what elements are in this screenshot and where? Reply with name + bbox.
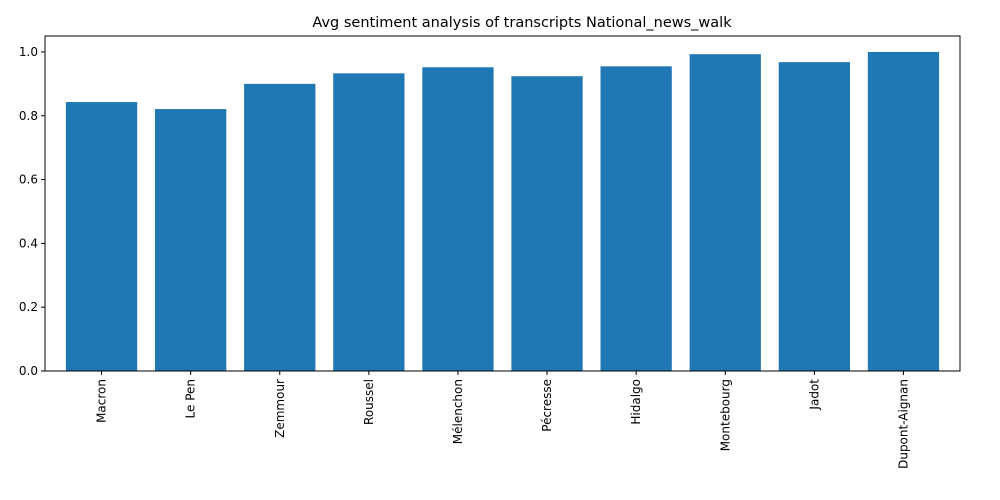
bar-jadot bbox=[778, 62, 850, 372]
bar-dupont-aignan bbox=[867, 51, 940, 371]
x-tick-label: Dupont-Aignan bbox=[896, 379, 910, 469]
x-tick-label: Roussel bbox=[362, 379, 376, 425]
y-axis: 0.0 0.2 0.4 0.6 0.8 1.0 bbox=[19, 45, 45, 378]
y-tick-label: 0.4 bbox=[19, 236, 38, 250]
x-axis: Macron Le Pen Zemmour Roussel Mélenchon Pécre… bbox=[95, 371, 910, 469]
bar-montebourg bbox=[689, 54, 761, 371]
y-tick-label: 0.2 bbox=[19, 300, 38, 314]
x-tick-label: Pécresse bbox=[540, 379, 554, 432]
bars-layer bbox=[65, 51, 940, 372]
plot-frame bbox=[44, 35, 961, 372]
chart-title: Avg sentiment analysis of transcripts Na… bbox=[312, 15, 732, 31]
bar-roussel bbox=[333, 73, 405, 371]
x-tick-label: Montebourg bbox=[718, 379, 732, 451]
x-tick-label: Jadot bbox=[807, 379, 821, 411]
bar-m-lenchon bbox=[422, 67, 494, 372]
bar-zemmour bbox=[244, 83, 316, 371]
bar-macron bbox=[65, 102, 138, 372]
bar-p-cresse bbox=[511, 76, 583, 371]
y-tick-label: 0.8 bbox=[19, 109, 38, 123]
bar-le-pen bbox=[155, 109, 227, 372]
y-tick-label: 0.6 bbox=[19, 173, 38, 187]
y-tick-label: 0.0 bbox=[19, 364, 38, 378]
x-tick-label: Zemmour bbox=[273, 379, 287, 438]
x-tick-label: Le Pen bbox=[184, 379, 198, 418]
x-tick-label: Hidalgo bbox=[629, 379, 643, 425]
x-tick-label: Mélenchon bbox=[451, 379, 465, 444]
bar-hidalgo bbox=[600, 66, 672, 372]
x-tick-label: Macron bbox=[95, 379, 109, 423]
y-tick-label: 1.0 bbox=[19, 45, 38, 59]
